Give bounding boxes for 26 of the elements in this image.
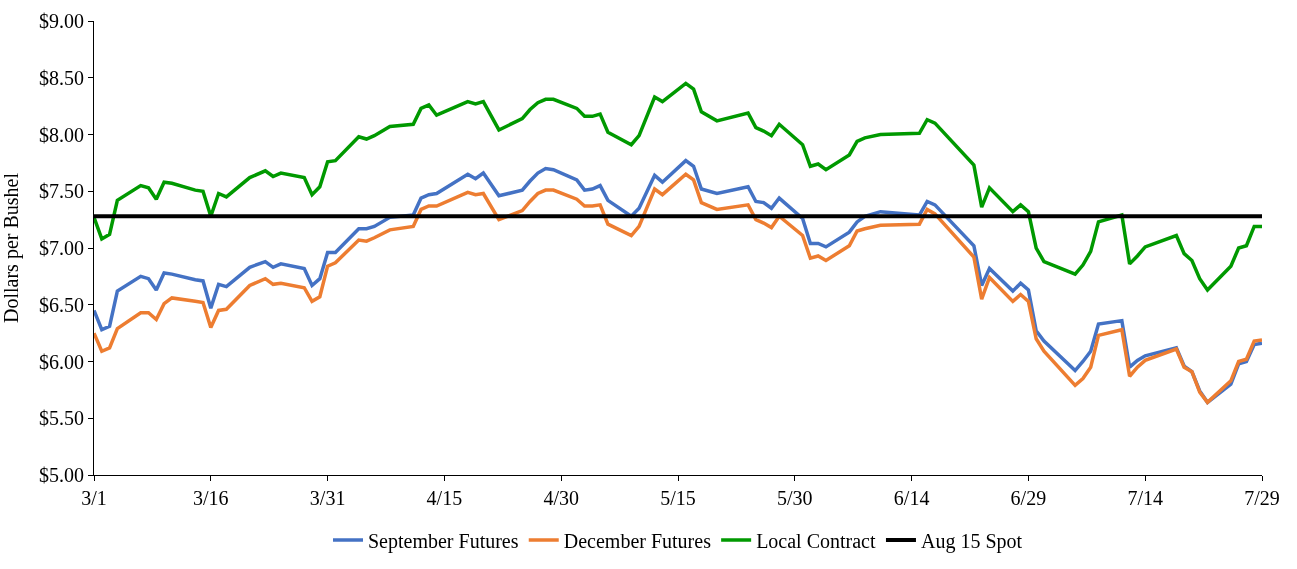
legend-label: September Futures bbox=[368, 529, 519, 553]
line-series bbox=[94, 81, 1262, 292]
y-tick-label: $7.50 bbox=[39, 180, 84, 203]
y-tick-label: $5.50 bbox=[39, 407, 84, 430]
x-tick-label: 6/29 bbox=[1010, 487, 1047, 509]
y-tick-label: $8.00 bbox=[39, 123, 84, 146]
x-tick-label: 4/30 bbox=[543, 487, 579, 509]
x-tick-label: 7/29 bbox=[1244, 487, 1280, 509]
x-tick-label: 4/15 bbox=[426, 487, 463, 509]
legend-label: Aug 15 Spot bbox=[920, 529, 1023, 553]
x-tick-label: 3/16 bbox=[193, 487, 229, 509]
y-tick-label: $6.00 bbox=[39, 350, 84, 373]
y-tick-label: $8.50 bbox=[39, 66, 84, 89]
y-tick-label: $9.00 bbox=[39, 10, 84, 32]
legend-label: Local Contract bbox=[756, 529, 876, 552]
x-tick-label: 7/14 bbox=[1127, 487, 1163, 509]
y-axis-title: Dollars per Bushel bbox=[0, 172, 23, 323]
y-tick-label: $7.00 bbox=[39, 237, 84, 259]
x-tick-label: 5/30 bbox=[777, 487, 813, 509]
x-tick-label: 6/14 bbox=[893, 487, 930, 509]
legend-label: December Futures bbox=[563, 529, 712, 552]
y-tick-label: $5.00 bbox=[39, 464, 84, 486]
x-tick-label: 5/15 bbox=[660, 487, 696, 509]
y-tick-label: $6.50 bbox=[39, 293, 84, 316]
x-tick-label: 3/31 bbox=[309, 487, 346, 509]
x-tick-label: 3/1 bbox=[81, 487, 107, 509]
